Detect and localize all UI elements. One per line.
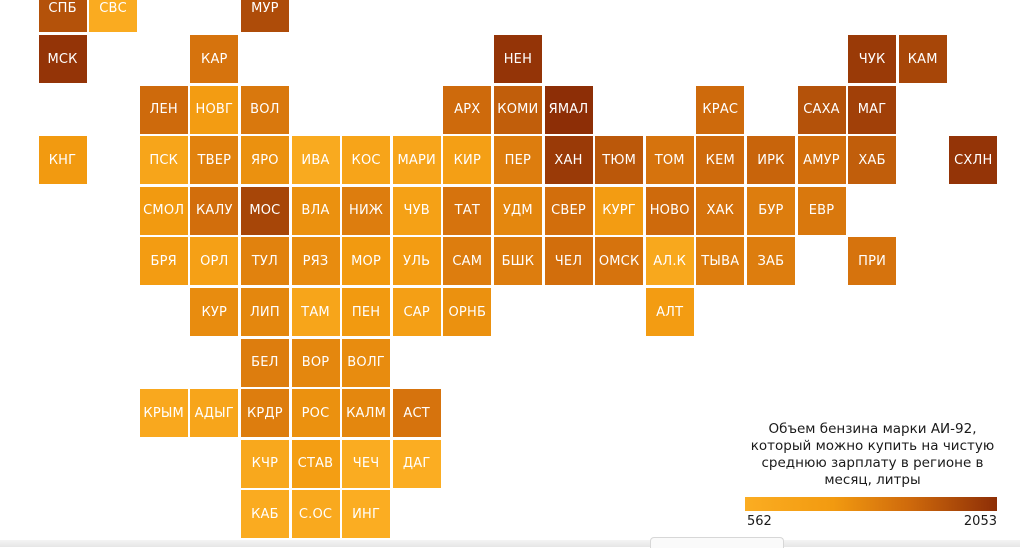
region-tile[interactable]: РОС bbox=[291, 389, 340, 438]
region-tile[interactable]: ТОМ bbox=[645, 136, 694, 185]
region-tile[interactable]: ВОЛ bbox=[240, 85, 289, 134]
region-tile[interactable]: ОМСК bbox=[595, 237, 644, 286]
region-tile[interactable]: ВОЛГ bbox=[342, 338, 391, 387]
region-tile[interactable]: АЛ.К bbox=[645, 237, 694, 286]
legend-min-label: 562 bbox=[747, 514, 772, 529]
region-tile[interactable]: ОРНБ bbox=[443, 288, 492, 336]
region-tile[interactable]: ИВА bbox=[291, 136, 340, 185]
region-tile[interactable]: САР bbox=[392, 288, 441, 336]
region-tile[interactable]: НИЖ bbox=[342, 186, 391, 235]
region-tile[interactable]: КРЫМ bbox=[139, 389, 188, 438]
region-tile[interactable]: КОС bbox=[342, 136, 391, 185]
region-tile[interactable]: НЕН bbox=[493, 35, 542, 83]
region-tile[interactable]: ЕВР bbox=[797, 186, 846, 235]
region-tile[interactable]: МАРИ bbox=[392, 136, 441, 185]
region-tile[interactable]: НОВО bbox=[645, 186, 694, 235]
region-tile[interactable]: НОВГ bbox=[190, 85, 239, 134]
legend-title: Объем бензина марки АИ-92, который можно… bbox=[750, 421, 995, 488]
region-tile[interactable]: ВЛА bbox=[291, 186, 340, 235]
region-tile[interactable]: КАЛУ bbox=[190, 186, 239, 235]
region-tile[interactable]: КУР bbox=[190, 288, 239, 336]
region-tile[interactable]: УЛЬ bbox=[392, 237, 441, 286]
region-tile[interactable]: ЗАБ bbox=[746, 237, 795, 286]
region-tile[interactable]: ПСК bbox=[139, 136, 188, 185]
legend-max-label: 2053 bbox=[963, 514, 997, 529]
region-tile[interactable]: С.ОС bbox=[291, 490, 340, 539]
region-tile[interactable]: ЧЕЛ bbox=[544, 237, 593, 286]
region-tile[interactable]: КАМ bbox=[898, 35, 947, 83]
region-tile[interactable]: СВС bbox=[89, 0, 138, 33]
bottom-tab-handle[interactable] bbox=[650, 537, 784, 548]
region-tile[interactable]: КОМИ bbox=[493, 85, 542, 134]
region-tile[interactable]: САМ bbox=[443, 237, 492, 286]
region-tile[interactable]: СПБ bbox=[38, 0, 87, 33]
region-tile[interactable]: ТАМ bbox=[291, 288, 340, 336]
region-tile[interactable]: КАЛМ bbox=[342, 389, 391, 438]
region-tile[interactable]: БУР bbox=[746, 186, 795, 235]
region-tile[interactable]: РЯЗ bbox=[291, 237, 340, 286]
region-tile[interactable]: МОР bbox=[342, 237, 391, 286]
region-tile[interactable]: БЕЛ bbox=[240, 338, 289, 387]
region-tile[interactable]: ХАБ bbox=[848, 136, 897, 185]
region-tile[interactable]: САХА bbox=[797, 85, 846, 134]
region-tile[interactable]: ТЮМ bbox=[595, 136, 644, 185]
legend-gradient-bar bbox=[745, 497, 997, 511]
region-tile[interactable]: МСК bbox=[38, 35, 87, 83]
region-tile[interactable]: ЯМАЛ bbox=[544, 85, 593, 134]
region-tile[interactable]: КИР bbox=[443, 136, 492, 185]
region-tile[interactable]: МАГ bbox=[848, 85, 897, 134]
region-tile[interactable]: ОРЛ bbox=[190, 237, 239, 286]
region-tile[interactable]: БШК bbox=[493, 237, 542, 286]
region-tile[interactable]: МУР bbox=[240, 0, 289, 33]
region-tile[interactable]: МОС bbox=[240, 186, 289, 235]
region-tile[interactable]: ДАГ bbox=[392, 439, 441, 488]
region-tile[interactable]: УДМ bbox=[493, 186, 542, 235]
region-tile[interactable]: ИНГ bbox=[342, 490, 391, 539]
region-tile[interactable]: СВЕР bbox=[544, 186, 593, 235]
region-tile[interactable]: БРЯ bbox=[139, 237, 188, 286]
region-tile[interactable]: ПРИ bbox=[848, 237, 897, 286]
region-tile[interactable]: КРДР bbox=[240, 389, 289, 438]
region-tile[interactable]: ТВЕР bbox=[190, 136, 239, 185]
region-tile[interactable]: ХАН bbox=[544, 136, 593, 185]
region-tile[interactable]: КЧР bbox=[240, 439, 289, 488]
region-tile[interactable]: ЧУВ bbox=[392, 186, 441, 235]
region-tile[interactable]: ИРК bbox=[746, 136, 795, 185]
region-tile[interactable]: АМУР bbox=[797, 136, 846, 185]
region-tile[interactable]: ТЫВА bbox=[696, 237, 745, 286]
region-tile[interactable]: КУРГ bbox=[595, 186, 644, 235]
region-tile[interactable]: КРАС bbox=[696, 85, 745, 134]
legend-scale: 562 2053 bbox=[745, 511, 997, 529]
region-tile[interactable]: СМОЛ bbox=[139, 186, 188, 235]
region-tile[interactable]: КАР bbox=[190, 35, 239, 83]
region-tile[interactable]: ТАТ bbox=[443, 186, 492, 235]
region-tile[interactable]: ЧЕЧ bbox=[342, 439, 391, 488]
region-tile[interactable]: ПЕН bbox=[342, 288, 391, 336]
region-tile[interactable]: КЕМ bbox=[696, 136, 745, 185]
region-tile[interactable]: КНГ bbox=[38, 136, 87, 185]
bottom-edge-bar bbox=[0, 540, 1020, 547]
region-tile[interactable]: КАБ bbox=[240, 490, 289, 539]
region-tile[interactable]: АРХ bbox=[443, 85, 492, 134]
region-tile[interactable]: АЛТ bbox=[645, 288, 694, 336]
region-tile[interactable]: ЯРО bbox=[240, 136, 289, 185]
region-tile[interactable]: ЧУК bbox=[848, 35, 897, 83]
region-tile[interactable]: СТАВ bbox=[291, 439, 340, 488]
region-tile[interactable]: СХЛН bbox=[949, 136, 998, 185]
region-tile[interactable]: ТУЛ bbox=[240, 237, 289, 286]
legend: Объем бензина марки АИ-92, который можно… bbox=[745, 421, 1000, 529]
region-tile[interactable]: ПЕР bbox=[493, 136, 542, 185]
region-tile[interactable]: ХАК bbox=[696, 186, 745, 235]
region-tile[interactable]: ЛИП bbox=[240, 288, 289, 336]
region-tile[interactable]: ЛЕН bbox=[139, 85, 188, 134]
region-tile[interactable]: АДЫГ bbox=[190, 389, 239, 438]
region-tile[interactable]: АСТ bbox=[392, 389, 441, 438]
region-tile[interactable]: ВОР bbox=[291, 338, 340, 387]
